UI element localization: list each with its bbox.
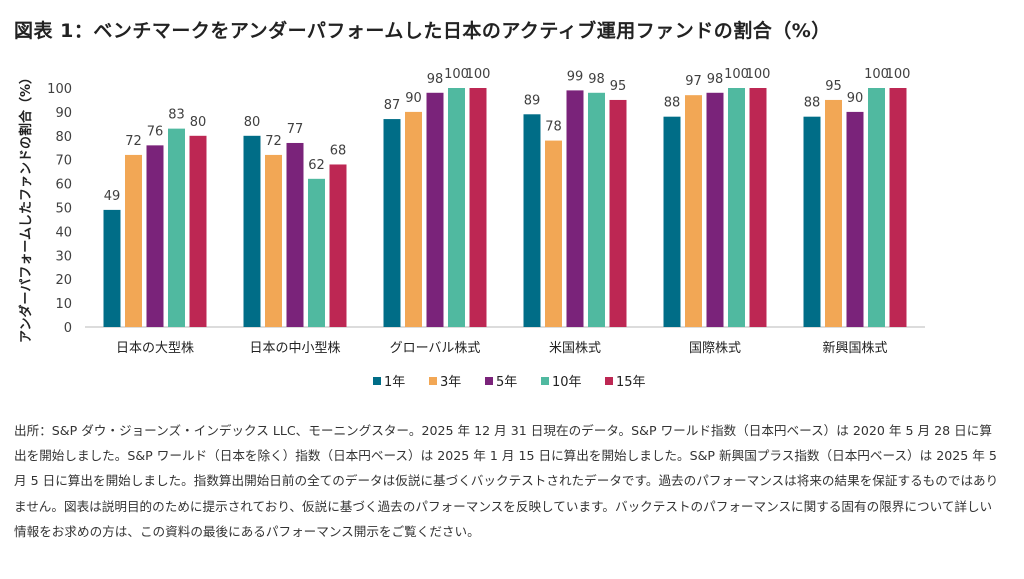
bar-15年: [889, 88, 907, 327]
bar-5年: [426, 92, 444, 327]
bar-1年: [523, 114, 541, 327]
chart-title: 図表 1：ベンチマークをアンダーパフォームした日本のアクティブ運用ファンドの割合…: [14, 20, 831, 42]
y-tick-label: 70: [55, 154, 72, 169]
bar-5年: [706, 92, 724, 327]
legend-swatch: [429, 377, 437, 385]
data-label: 89: [524, 93, 541, 108]
data-label: 72: [125, 134, 142, 149]
data-label: 77: [287, 122, 304, 137]
bar-10年: [168, 128, 185, 327]
bar-15年: [329, 164, 347, 327]
category-label: 日本の大型株: [116, 341, 194, 356]
category-label: 新興国株式: [822, 340, 887, 356]
data-label: 95: [825, 79, 842, 94]
data-label: 90: [847, 91, 864, 106]
data-label: 98: [588, 72, 605, 87]
bar-15年: [469, 88, 487, 327]
data-label: 97: [685, 74, 702, 89]
bar-3年: [545, 140, 562, 327]
y-axis-label: アンダーパフォームしたファンドの割合（%）: [18, 71, 34, 343]
category-label: 日本の中小型株: [249, 341, 340, 356]
bar-3年: [265, 154, 282, 327]
bar-10年: [728, 88, 745, 327]
bar-3年: [405, 111, 422, 328]
legend-label: 3年: [440, 375, 461, 390]
data-label: 76: [147, 124, 164, 139]
bar-5年: [286, 142, 304, 327]
data-label: 100: [886, 67, 911, 82]
bar-5年: [846, 111, 864, 328]
bar-15年: [189, 135, 207, 327]
category-label: グローバル株式: [390, 341, 481, 356]
data-label: 98: [707, 72, 724, 87]
y-tick-label: 60: [55, 178, 72, 193]
y-tick-label: 90: [55, 106, 72, 121]
data-label: 100: [444, 67, 469, 82]
data-label: 78: [545, 120, 562, 135]
category-label: 国際株式: [689, 341, 741, 356]
y-tick-label: 80: [55, 130, 72, 145]
data-label: 98: [427, 72, 444, 87]
bar-1年: [663, 116, 681, 328]
category-label: 米国株式: [549, 341, 601, 356]
legend-label: 10年: [552, 375, 582, 390]
legend-swatch: [373, 377, 381, 385]
bar-10年: [448, 88, 465, 327]
legend-swatch: [541, 377, 549, 385]
data-label: 62: [308, 158, 325, 173]
bar-1年: [383, 119, 401, 327]
y-tick-label: 10: [55, 297, 72, 312]
bar-1年: [243, 135, 261, 327]
bar-1年: [803, 116, 821, 328]
y-tick-label: 50: [55, 202, 72, 217]
footnote: 出所：S&P ダウ・ジョーンズ・インデックス LLC、モーニングスター。2025…: [14, 423, 999, 539]
data-label: 72: [265, 134, 282, 149]
legend-swatch: [485, 377, 493, 385]
bar-1年: [103, 209, 121, 327]
bar-chart: 0102030405060708090100アンダーパフォームしたファンドの割合…: [18, 67, 925, 390]
data-label: 100: [724, 67, 749, 82]
data-label: 80: [244, 115, 261, 130]
bar-10年: [308, 178, 325, 327]
bar-3年: [825, 99, 842, 327]
y-tick-label: 0: [64, 321, 72, 336]
data-label: 100: [466, 67, 491, 82]
y-tick-label: 40: [55, 225, 72, 240]
data-label: 80: [190, 115, 207, 130]
data-label: 88: [664, 96, 681, 111]
data-label: 68: [330, 143, 347, 158]
data-label: 88: [804, 96, 821, 111]
legend-label: 15年: [616, 375, 646, 390]
bar-15年: [609, 99, 627, 327]
data-label: 90: [405, 91, 422, 106]
data-label: 49: [104, 189, 121, 204]
data-label: 83: [168, 108, 185, 123]
legend-swatch: [605, 377, 613, 385]
data-label: 99: [567, 69, 584, 84]
bar-3年: [125, 154, 142, 327]
y-tick-label: 30: [55, 249, 72, 264]
data-label: 87: [384, 98, 401, 113]
data-label: 95: [610, 79, 627, 94]
bar-5年: [146, 145, 164, 327]
legend-label: 5年: [496, 375, 517, 390]
bar-5年: [566, 90, 584, 327]
bar-15年: [749, 88, 767, 327]
data-label: 100: [864, 67, 889, 82]
data-label: 100: [746, 67, 771, 82]
legend-label: 1年: [384, 375, 405, 390]
bar-3年: [685, 95, 702, 327]
bar-10年: [588, 92, 605, 327]
y-tick-label: 20: [55, 273, 72, 288]
bar-10年: [868, 88, 885, 327]
y-tick-label: 100: [47, 82, 72, 97]
